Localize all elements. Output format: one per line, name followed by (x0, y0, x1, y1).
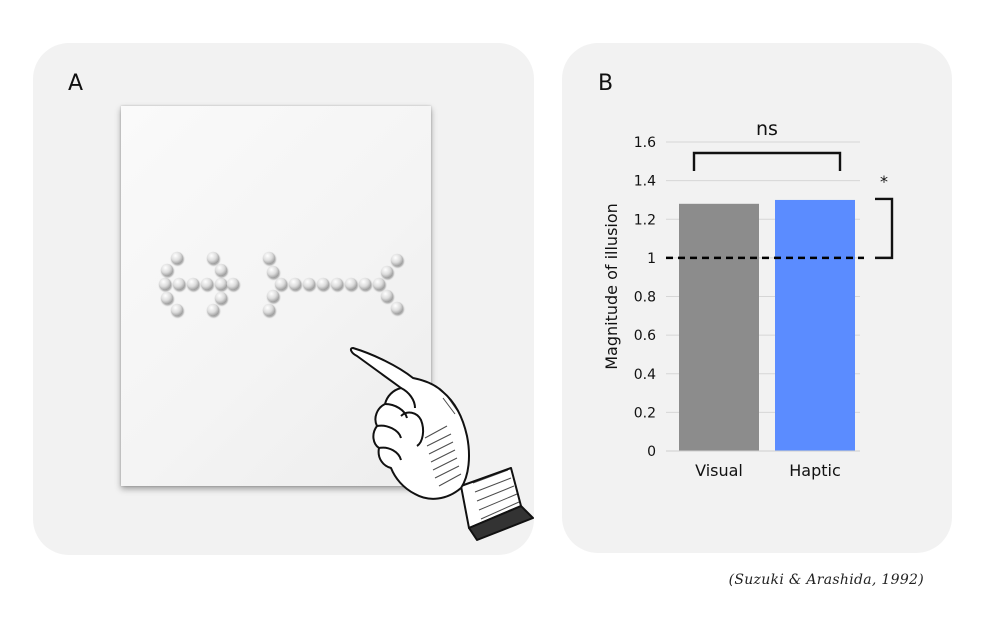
significance-bracket (875, 197, 894, 260)
embossed-dot (358, 277, 372, 291)
embossed-dot (302, 277, 316, 291)
x-tick-label: Visual (695, 461, 743, 480)
embossed-dot (372, 277, 386, 291)
embossed-dot (226, 277, 240, 291)
illusion-bar-chart: 00.20.40.60.811.21.41.6 Visual Haptic ns … (602, 118, 894, 480)
y-tick-label: 1.2 (634, 212, 656, 228)
embossed-dot (288, 277, 302, 291)
panel-b: B 0 0.2 0.4 0.6 0.8 1 1.2 1.4 1.6 Visual Haptic n… (562, 43, 952, 553)
y-tick-label: 0.8 (634, 290, 656, 306)
ns-bracket (692, 151, 842, 171)
panel-b-label: B (598, 71, 614, 96)
y-tick-label: 0.2 (634, 405, 656, 421)
embossed-dot (390, 253, 404, 267)
embossed-dot (206, 251, 220, 265)
y-tick-label: 1.4 (634, 174, 656, 190)
significance-star: * (880, 172, 888, 191)
chart-bars (679, 199, 855, 451)
panel-a-label: A (68, 71, 84, 96)
dot-arrow-inward-fins-icon (158, 251, 240, 317)
embossed-dot (172, 277, 186, 291)
citation: (Suzuki & Arashida, 1992) (728, 572, 924, 588)
embossed-dot (262, 251, 276, 265)
embossed-dot (158, 277, 172, 291)
y-tick-label: 0.4 (634, 367, 656, 383)
y-tick-label: 1 (647, 251, 656, 267)
embossed-dot (200, 277, 214, 291)
embossed-dot (390, 301, 404, 315)
embossed-dot (186, 277, 200, 291)
embossed-dot (274, 277, 288, 291)
bar-haptic (775, 199, 855, 451)
embossed-paper (121, 106, 431, 486)
bar-visual (679, 203, 759, 451)
y-tick-label: 0 (647, 444, 656, 460)
embossed-dot (206, 303, 220, 317)
embossed-dot (214, 291, 228, 305)
y-tick-label: 0.6 (634, 328, 656, 344)
embossed-dot (160, 291, 174, 305)
x-tick-label: Haptic (789, 461, 841, 480)
embossed-dot (214, 263, 228, 277)
embossed-dot (380, 289, 394, 303)
embossed-dot (344, 277, 358, 291)
embossed-dot (266, 265, 280, 279)
y-tick-label: 1.6 (634, 135, 656, 151)
muller-lyer-dot-figure (158, 251, 404, 317)
embossed-dot (262, 303, 276, 317)
ns-annotation: ns (756, 118, 778, 140)
panel-a: A (33, 43, 534, 555)
embossed-dot (214, 277, 228, 291)
embossed-dot (160, 263, 174, 277)
embossed-dot (170, 251, 184, 265)
embossed-dot (380, 265, 394, 279)
embossed-dot (330, 277, 344, 291)
embossed-dot (170, 303, 184, 317)
pointing-hand-icon (349, 347, 534, 541)
x-axis-labels: Visual Haptic (695, 461, 841, 480)
y-axis-ticks: 0 0.2 0.4 0.6 0.8 1 1.2 1.4 1.6 (634, 135, 656, 460)
embossed-dot (316, 277, 330, 291)
y-axis-label: Magnitude of illusion (602, 203, 621, 370)
embossed-dot (266, 289, 280, 303)
dot-arrow-outward-fins-icon (262, 251, 404, 317)
